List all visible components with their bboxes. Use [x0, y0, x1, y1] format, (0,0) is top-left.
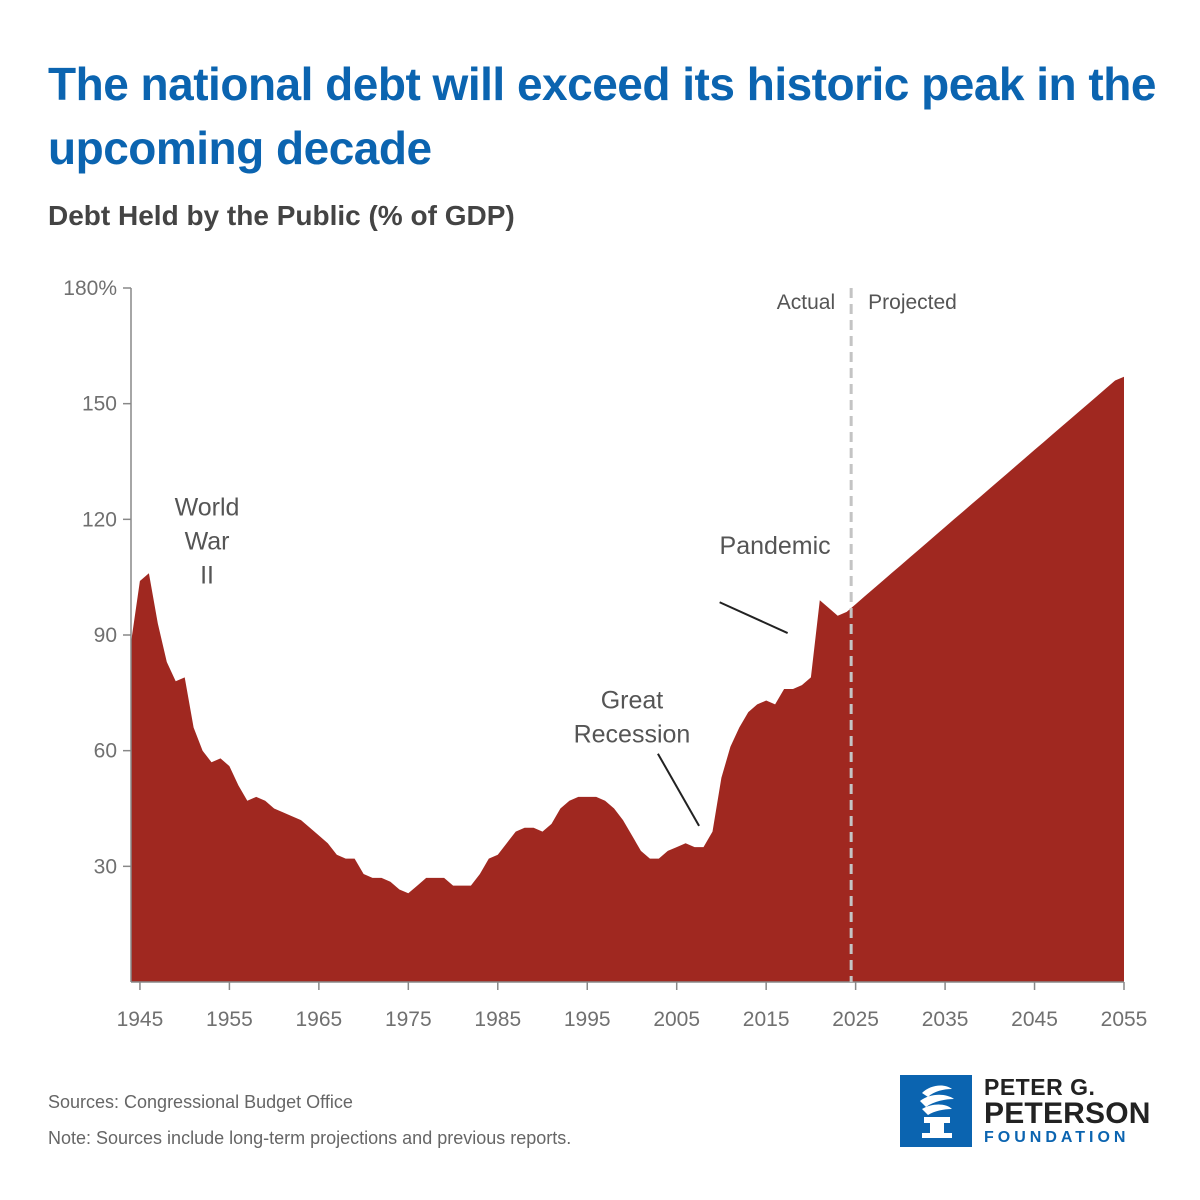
peterson-foundation-logo: PETER G. PETERSON FOUNDATION	[900, 1075, 1160, 1147]
annotation-line: II	[200, 561, 214, 589]
annotation-line: Great	[601, 686, 664, 714]
world-war-ii-annotation: World War II	[175, 493, 240, 589]
x-tick-label: 1995	[564, 1008, 611, 1031]
page-title: The national debt will exceed its histor…	[48, 58, 1156, 174]
actual-label: Actual	[777, 291, 835, 314]
x-tick-label: 2025	[832, 1008, 879, 1031]
annotation-layer: Actual Projected World War II Pandemic Great Re…	[175, 288, 957, 982]
debt-area-chart: 30 60 90 120 150 180% 1945 1955 1965 1975 1985 1995…	[63, 277, 1147, 1031]
logo-line-1: PETER G.	[984, 1074, 1096, 1100]
x-tick-label: 1945	[117, 1008, 164, 1031]
x-tick-label: 2035	[922, 1008, 969, 1031]
annotation-line: War	[185, 527, 230, 555]
methodology-note: Note: Sources include long-term projecti…	[48, 1128, 572, 1148]
logo-line-3: FOUNDATION	[984, 1129, 1130, 1146]
area-layer	[131, 376, 1124, 982]
great-recession-annotation: Great Recession	[574, 686, 691, 748]
chart-subtitle: Debt Held by the Public (% of GDP)	[48, 200, 515, 231]
x-tick-label: 2045	[1011, 1008, 1058, 1031]
pandemic-leader-line	[719, 601, 789, 634]
recession-leader-line	[657, 753, 700, 827]
x-tick-label: 1975	[385, 1008, 432, 1031]
annotation-line: Recession	[574, 720, 691, 748]
y-tick-label: 180%	[63, 277, 117, 300]
x-tick-label: 1985	[474, 1008, 521, 1031]
x-tick-label: 2005	[653, 1008, 700, 1031]
projected-label: Projected	[868, 291, 957, 314]
annotation-line: World	[175, 493, 240, 521]
x-tick-label: 1955	[206, 1008, 253, 1031]
logo-line-2: PETERSON	[984, 1097, 1151, 1130]
y-tick-label: 150	[82, 393, 117, 416]
annotation-line: Pandemic	[720, 532, 831, 560]
y-tick-label: 60	[94, 740, 117, 763]
x-tick-label: 2055	[1101, 1008, 1148, 1031]
y-tick-label: 120	[82, 508, 117, 531]
x-tick-label: 1965	[296, 1008, 343, 1031]
y-tick-label: 30	[94, 855, 117, 878]
sources-note: Sources: Congressional Budget Office	[48, 1092, 353, 1112]
y-tick-label: 90	[94, 624, 117, 647]
axis-layer: 30 60 90 120 150 180% 1945 1955 1965 1975 1985 1995…	[63, 277, 1147, 1031]
x-tick-label: 2015	[743, 1008, 790, 1031]
pandemic-annotation: Pandemic	[720, 532, 831, 560]
torch-icon	[900, 1075, 972, 1147]
debt-area	[131, 376, 1124, 982]
